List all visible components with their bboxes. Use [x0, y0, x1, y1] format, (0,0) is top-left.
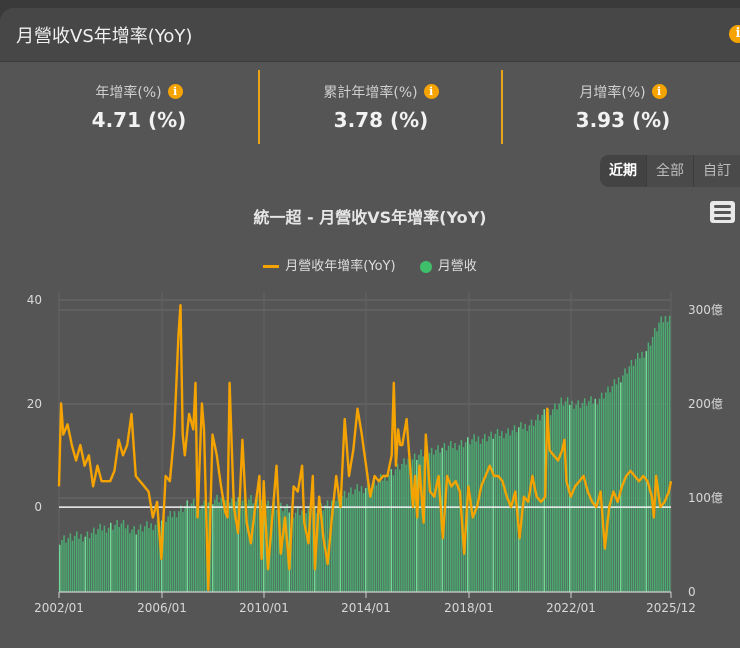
chart-menu-button[interactable]: [710, 201, 735, 223]
legend-item-revenue[interactable]: 月營收: [419, 255, 477, 274]
chart-legend: 月營收年增率(YoY) 月營收: [0, 255, 740, 274]
info-icon[interactable]: i: [729, 25, 740, 43]
chart-title: 統一超 - 月營收VS年增率(YoY): [253, 208, 487, 227]
stat-cumulative-yoy-label: 累計年增率(%): [323, 85, 418, 101]
card-header: 月營收VS年增率(YoY) i: [0, 8, 740, 62]
axes: 2002/01 2006/01 2010/01 2014/01 2018/01 2022/…: [27, 293, 723, 615]
info-icon[interactable]: i: [167, 84, 183, 99]
hamburger-icon-bar: [714, 217, 731, 220]
svg-text:2025/12: 2025/12: [646, 601, 696, 615]
stat-cumulative-yoy-value: 3.78 (%): [333, 108, 429, 132]
stat-yoy-label: 年增率(%): [95, 85, 162, 101]
stat-divider: [501, 70, 503, 144]
range-custom-button[interactable]: 自訂: [693, 155, 740, 187]
range-selector: 近期 全部 自訂: [600, 155, 740, 187]
svg-text:20: 20: [27, 397, 42, 411]
dot-swatch-icon: [419, 260, 432, 273]
range-all-button[interactable]: 全部: [646, 155, 693, 187]
svg-text:2002/01: 2002/01: [34, 601, 84, 615]
stat-mom-label: 月增率(%): [579, 85, 646, 101]
stat-yoy-value: 4.71 (%): [91, 108, 187, 132]
legend-label: 月營收: [437, 259, 477, 274]
chart-plot[interactable]: 2002/01 2006/01 2010/01 2014/01 2018/01 2022/…: [0, 0, 740, 620]
hamburger-icon: [714, 205, 731, 208]
svg-text:2014/01: 2014/01: [341, 601, 391, 615]
stats-row: 年增率(%) i 4.71 (%) 累計年增率(%) i 3.78 (%) 月增率(…: [0, 70, 740, 150]
grid-lines: [58, 292, 672, 592]
svg-text:2022/01: 2022/01: [546, 601, 596, 615]
legend-label: 月營收年增率(YoY): [285, 259, 396, 274]
info-icon[interactable]: i: [423, 84, 439, 99]
svg-text:0: 0: [34, 500, 42, 514]
svg-text:40: 40: [27, 293, 42, 307]
card-title: 月營收VS年增率(YoY): [16, 26, 193, 47]
range-recent-button[interactable]: 近期: [600, 155, 646, 187]
svg-text:0: 0: [688, 585, 696, 599]
line-swatch-icon: [263, 265, 280, 268]
svg-text:2006/01: 2006/01: [137, 601, 187, 615]
legend-item-yoy[interactable]: 月營收年增率(YoY): [263, 255, 396, 274]
info-icon[interactable]: i: [651, 84, 667, 99]
stat-cumulative-yoy: 累計年增率(%) i 3.78 (%): [260, 70, 502, 150]
stat-yoy: 年增率(%) i 4.71 (%): [20, 70, 258, 150]
stat-mom: 月增率(%) i 3.93 (%): [503, 70, 740, 150]
svg-text:300億: 300億: [688, 303, 723, 317]
svg-text:2010/01: 2010/01: [239, 601, 289, 615]
stat-divider: [258, 70, 260, 144]
stat-mom-value: 3.93 (%): [575, 108, 671, 132]
yoy-line: [57, 304, 673, 592]
svg-text:2018/01: 2018/01: [444, 601, 494, 615]
hamburger-icon-bar: [714, 211, 731, 214]
svg-text:200億: 200億: [688, 397, 723, 411]
svg-text:100億: 100億: [688, 491, 723, 505]
